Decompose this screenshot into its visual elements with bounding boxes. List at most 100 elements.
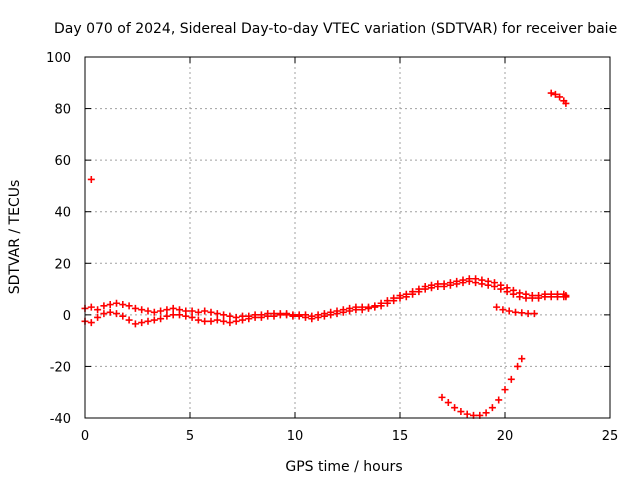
data-point [352,306,360,314]
data-point [163,312,171,320]
data-point [138,319,146,327]
data-point [131,304,139,312]
data-point [157,315,165,323]
data-point [516,293,524,301]
data-point [251,313,259,321]
data-point [150,316,158,324]
data-point [194,316,202,324]
data-point [383,299,391,307]
data-point [528,294,536,302]
data-point [113,299,120,307]
data-point [213,316,221,324]
x-tick-label: 25 [602,429,619,444]
data-point [131,320,139,328]
data-point [125,316,133,324]
data-point [207,317,215,325]
data-point [541,293,549,301]
data-point [556,93,564,101]
data-point [482,409,490,417]
data-point [201,317,209,325]
data-point [220,317,228,325]
data-point [518,355,526,363]
data-point [226,319,234,327]
data-point [320,312,328,320]
data-point [522,294,530,302]
chart-title: Day 070 of 2024, Sidereal Day-to-day VTE… [54,21,617,37]
data-points [81,89,570,419]
data-point [119,301,127,309]
data-point [512,308,519,316]
x-tick-label: 15 [392,429,409,444]
data-point [314,313,322,321]
x-axis-title: GPS time / hours [285,459,402,475]
data-point [169,304,177,312]
grid-lines [85,57,610,418]
data-point [562,99,570,107]
data-point [87,319,95,327]
data-point [188,307,196,315]
y-tick-label: 60 [54,154,71,169]
x-tick-label: 5 [186,429,194,444]
data-point [283,311,291,319]
data-point [125,302,133,310]
data-point [428,284,435,292]
data-point [182,312,190,320]
y-tick-label: -40 [50,412,71,427]
data-point [157,307,165,315]
data-point [226,312,234,320]
data-point [453,280,461,288]
y-tick-label: 80 [54,103,71,118]
data-point [465,277,473,285]
data-point [207,308,215,316]
data-point [446,281,454,289]
data-point [402,293,410,301]
data-point [232,317,240,325]
y-tick-label: 100 [46,51,71,66]
data-point [478,280,486,288]
data-point [444,399,452,407]
data-point [100,310,108,318]
axis-ticks [84,56,611,419]
data-point [289,312,297,320]
data-point [106,301,114,309]
data-point [547,89,555,97]
data-point [472,279,480,287]
data-point [144,307,152,315]
data-point [514,362,522,370]
data-point [507,375,515,383]
data-point [163,306,171,314]
data-point [100,302,108,310]
data-point [150,308,158,316]
data-point [106,308,114,316]
data-point [562,293,570,301]
data-point [396,294,404,302]
data-point [194,308,202,316]
data-point [339,308,347,316]
data-point [119,312,127,320]
data-point [421,285,429,293]
data-point [459,279,467,287]
x-tick-label: 0 [81,429,89,444]
data-point [509,290,517,298]
data-point [463,410,471,418]
data-point [434,282,442,290]
data-point [491,282,498,290]
data-point [371,303,379,311]
data-point [213,310,221,318]
y-tick-label: 40 [54,206,71,221]
data-point [169,311,177,319]
data-point [377,302,385,310]
y-tick-label: -20 [50,360,71,375]
data-point [358,306,366,314]
data-point [524,310,532,318]
data-point [270,312,278,320]
data-point [188,313,196,321]
y-tick-label: 20 [54,257,71,272]
data-point [94,313,102,321]
data-point [438,393,446,401]
data-point [501,386,509,394]
data-point [264,312,272,320]
data-point [493,303,501,311]
data-point [327,311,335,319]
